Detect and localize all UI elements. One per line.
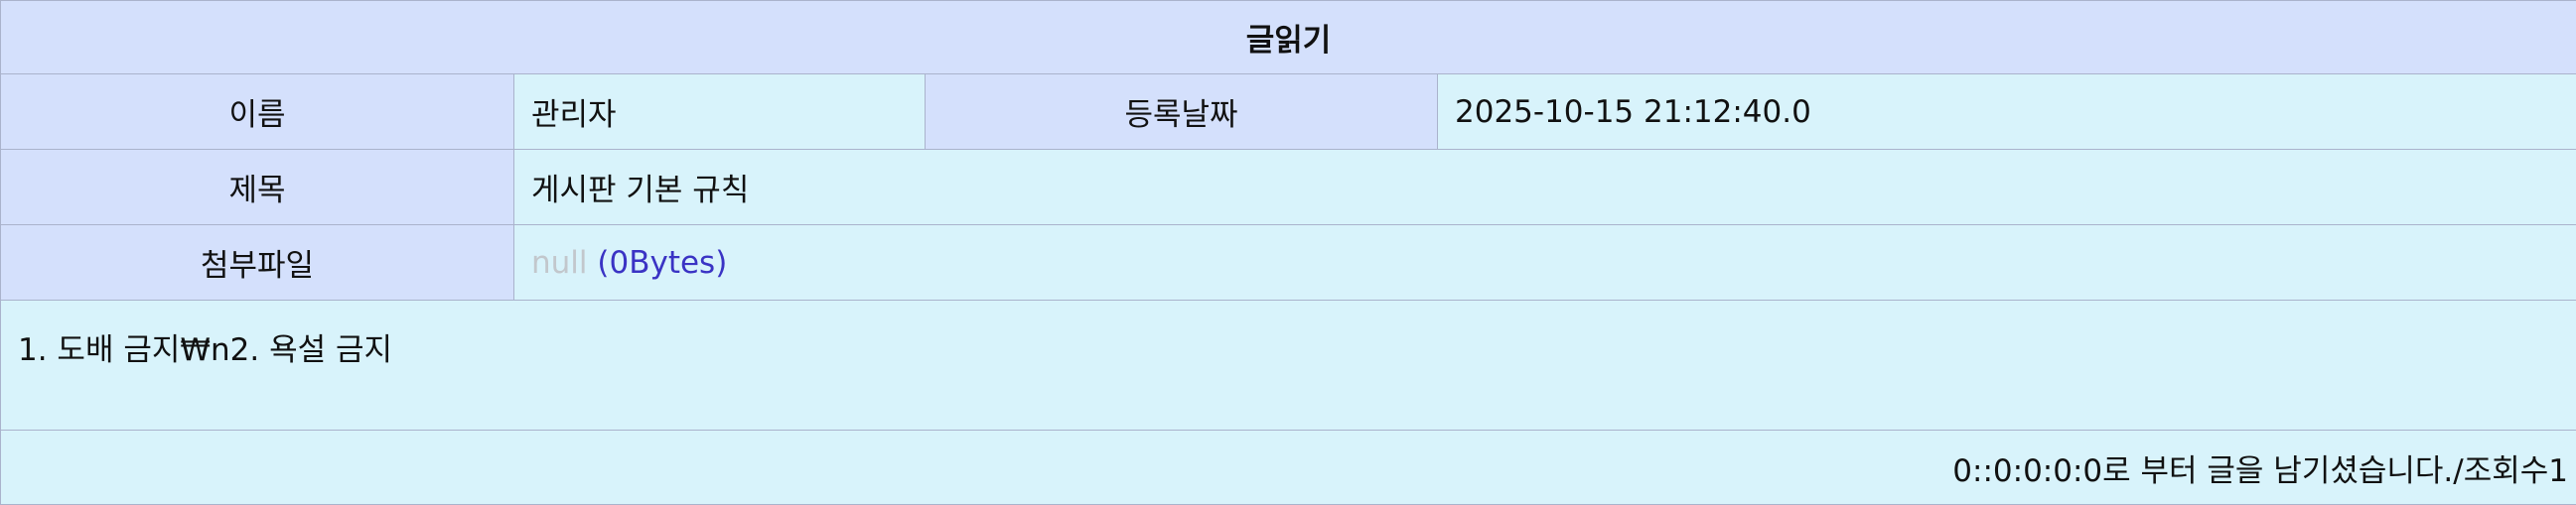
name-label: 이름	[1, 74, 514, 150]
attachment-label: 첨부파일	[1, 225, 514, 301]
post-subject: 게시판 기본 규칙	[514, 150, 2576, 225]
attachment-size: (0Bytes)	[597, 245, 727, 281]
date-label: 등록날짜	[926, 74, 1438, 150]
post-meta-footer: 0::0:0:0:0로 부터 글을 남기셨습니다./조회수1	[1, 431, 2576, 505]
subject-label: 제목	[1, 150, 514, 225]
page-title: 글읽기	[1, 1, 2576, 74]
author-name: 관리자	[514, 74, 926, 150]
attachment-file-link[interactable]: null	[531, 245, 588, 281]
attachment-cell: null (0Bytes)	[514, 225, 2576, 301]
registration-date: 2025-10-15 21:12:40.0	[1438, 74, 2576, 150]
post-content: 1. 도배 금지₩n2. 욕설 금지	[1, 301, 2576, 431]
